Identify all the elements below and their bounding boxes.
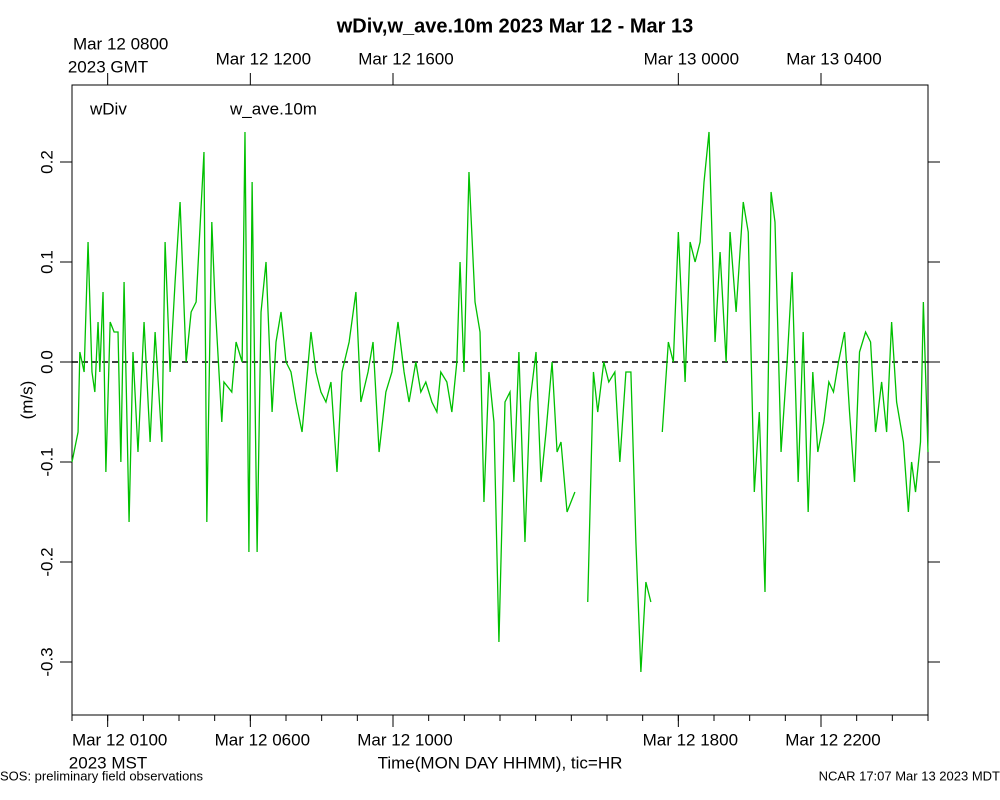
legend-entry: w_ave.10m <box>229 99 317 118</box>
x2-tick-label: Mar 13 0000 <box>644 49 739 68</box>
footer-right: NCAR 17:07 Mar 13 2023 MDT <box>819 768 1000 783</box>
y-tick-label: -0.1 <box>37 447 56 476</box>
x2-tick-label: Mar 12 1200 <box>216 49 311 68</box>
y-tick-label: 0.1 <box>37 250 56 274</box>
data-line <box>71 131 929 673</box>
annotation: wDiv <box>89 99 127 118</box>
y-tick-label: -0.3 <box>37 647 56 676</box>
x-tick-label: Mar 12 0600 <box>215 730 310 749</box>
x2-tick-label: Mar 12 1600 <box>358 49 453 68</box>
y-tick-label: 0.2 <box>37 150 56 174</box>
x-tick-label: Mar 12 0100 <box>72 730 167 749</box>
bottom-axis-note: 2023 MST <box>69 753 147 772</box>
y-tick-label: 0.0 <box>37 350 56 374</box>
top-axis-note: 2023 GMT <box>68 57 148 76</box>
footer-left: SOS: preliminary field observations <box>0 768 204 783</box>
x-tick-label: Mar 12 2200 <box>785 730 880 749</box>
x2-tick-label: Mar 13 0400 <box>786 49 881 68</box>
y-axis-label: (m/s) <box>17 381 36 420</box>
x-tick-label: Mar 12 1000 <box>357 730 452 749</box>
x2-tick-label: Mar 12 0800 <box>73 34 168 53</box>
y-tick-label: -0.2 <box>37 547 56 576</box>
chart-title: wDiv,w_ave.10m 2023 Mar 12 - Mar 13 <box>336 15 694 37</box>
x-axis-label: Time(MON DAY HHMM), tic=HR <box>378 753 623 772</box>
x-tick-label: Mar 12 1800 <box>643 730 738 749</box>
